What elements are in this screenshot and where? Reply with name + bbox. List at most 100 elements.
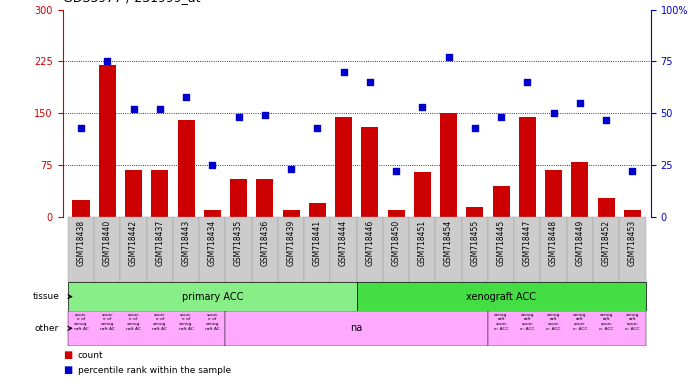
Bar bbox=[99, 65, 116, 217]
Text: sourc
e of
xenog
raft AC: sourc e of xenog raft AC bbox=[179, 313, 193, 331]
Point bbox=[548, 110, 559, 116]
Point bbox=[574, 100, 585, 106]
Text: GSM718442: GSM718442 bbox=[129, 220, 138, 266]
FancyBboxPatch shape bbox=[226, 311, 488, 346]
Text: GSM718455: GSM718455 bbox=[470, 220, 480, 266]
FancyBboxPatch shape bbox=[94, 217, 120, 282]
Text: sourc
e of
xenog
raft AC: sourc e of xenog raft AC bbox=[205, 313, 220, 331]
Text: GSM718444: GSM718444 bbox=[339, 220, 348, 266]
Text: sourc
e of
xenog
raft AC: sourc e of xenog raft AC bbox=[74, 313, 88, 331]
Text: GDS3977 / 231999_at: GDS3977 / 231999_at bbox=[63, 0, 200, 4]
FancyBboxPatch shape bbox=[331, 217, 356, 282]
Text: percentile rank within the sample: percentile rank within the sample bbox=[78, 366, 231, 375]
Text: tissue: tissue bbox=[32, 292, 59, 301]
Point bbox=[259, 112, 270, 118]
Text: xenog
raft
sourc
e: ACC: xenog raft sourc e: ACC bbox=[599, 313, 613, 331]
Point bbox=[102, 58, 113, 65]
Point bbox=[75, 125, 86, 131]
FancyBboxPatch shape bbox=[278, 217, 304, 282]
FancyBboxPatch shape bbox=[567, 217, 593, 282]
Point bbox=[469, 125, 480, 131]
Bar bbox=[125, 170, 142, 217]
FancyBboxPatch shape bbox=[461, 217, 488, 282]
FancyBboxPatch shape bbox=[514, 217, 541, 282]
Point bbox=[338, 69, 349, 75]
FancyBboxPatch shape bbox=[120, 217, 147, 282]
Text: GSM718453: GSM718453 bbox=[628, 220, 637, 266]
FancyBboxPatch shape bbox=[199, 217, 226, 282]
FancyBboxPatch shape bbox=[488, 311, 645, 346]
Text: primary ACC: primary ACC bbox=[182, 291, 243, 302]
FancyBboxPatch shape bbox=[68, 311, 226, 346]
Text: na: na bbox=[351, 323, 363, 333]
Text: GSM718450: GSM718450 bbox=[392, 220, 401, 266]
FancyBboxPatch shape bbox=[226, 217, 252, 282]
Bar bbox=[72, 200, 90, 217]
Text: GSM718447: GSM718447 bbox=[523, 220, 532, 266]
Point bbox=[627, 168, 638, 174]
FancyBboxPatch shape bbox=[383, 217, 409, 282]
Point bbox=[364, 79, 375, 85]
Text: GSM718449: GSM718449 bbox=[576, 220, 585, 266]
FancyBboxPatch shape bbox=[304, 217, 331, 282]
Text: sourc
e of
xenog
raft AC: sourc e of xenog raft AC bbox=[100, 313, 115, 331]
Bar bbox=[598, 198, 615, 217]
Text: xenog
raft
sourc
e: ACC: xenog raft sourc e: ACC bbox=[494, 313, 508, 331]
FancyBboxPatch shape bbox=[436, 217, 461, 282]
Text: GSM718452: GSM718452 bbox=[601, 220, 610, 266]
Point bbox=[601, 116, 612, 122]
FancyBboxPatch shape bbox=[409, 217, 436, 282]
Bar bbox=[466, 207, 484, 217]
FancyBboxPatch shape bbox=[488, 217, 514, 282]
FancyBboxPatch shape bbox=[68, 217, 94, 282]
FancyBboxPatch shape bbox=[541, 217, 567, 282]
Point bbox=[155, 106, 166, 112]
Point bbox=[390, 168, 402, 174]
FancyBboxPatch shape bbox=[619, 217, 645, 282]
Text: xenog
raft
sourc
e: ACC: xenog raft sourc e: ACC bbox=[625, 313, 640, 331]
Text: GSM718435: GSM718435 bbox=[234, 220, 243, 266]
Bar bbox=[283, 210, 299, 217]
Text: count: count bbox=[78, 351, 104, 360]
Bar bbox=[624, 210, 641, 217]
Bar bbox=[414, 172, 431, 217]
Bar bbox=[519, 117, 536, 217]
Text: GSM718443: GSM718443 bbox=[182, 220, 191, 266]
Point bbox=[522, 79, 533, 85]
Bar bbox=[177, 120, 195, 217]
Text: GSM718445: GSM718445 bbox=[497, 220, 505, 266]
FancyBboxPatch shape bbox=[147, 217, 173, 282]
Bar bbox=[151, 170, 168, 217]
Text: ■: ■ bbox=[63, 350, 72, 360]
Point bbox=[285, 166, 296, 172]
Point bbox=[443, 54, 454, 60]
Bar bbox=[571, 162, 588, 217]
Bar bbox=[309, 203, 326, 217]
FancyBboxPatch shape bbox=[252, 217, 278, 282]
Point bbox=[128, 106, 139, 112]
Point bbox=[496, 114, 507, 121]
Bar bbox=[493, 186, 509, 217]
Bar bbox=[440, 113, 457, 217]
Point bbox=[417, 104, 428, 110]
FancyBboxPatch shape bbox=[593, 217, 619, 282]
Text: xenog
raft
sourc
e: ACC: xenog raft sourc e: ACC bbox=[520, 313, 535, 331]
Text: ■: ■ bbox=[63, 366, 72, 376]
Text: GSM718440: GSM718440 bbox=[103, 220, 112, 266]
Text: GSM718436: GSM718436 bbox=[260, 220, 269, 266]
FancyBboxPatch shape bbox=[173, 217, 199, 282]
Point bbox=[312, 125, 323, 131]
Point bbox=[180, 94, 191, 100]
Text: GSM718446: GSM718446 bbox=[365, 220, 374, 266]
Text: xenograft ACC: xenograft ACC bbox=[466, 291, 536, 302]
Point bbox=[233, 114, 244, 121]
Text: GSM718434: GSM718434 bbox=[208, 220, 216, 266]
Text: GSM718439: GSM718439 bbox=[287, 220, 296, 266]
Bar bbox=[335, 117, 352, 217]
Text: GSM718454: GSM718454 bbox=[444, 220, 453, 266]
Text: other: other bbox=[35, 324, 59, 333]
Bar bbox=[230, 179, 247, 217]
Bar bbox=[545, 170, 562, 217]
Text: sourc
e of
xenog
raft AC: sourc e of xenog raft AC bbox=[152, 313, 167, 331]
Text: sourc
e of
xenog
raft AC: sourc e of xenog raft AC bbox=[126, 313, 141, 331]
